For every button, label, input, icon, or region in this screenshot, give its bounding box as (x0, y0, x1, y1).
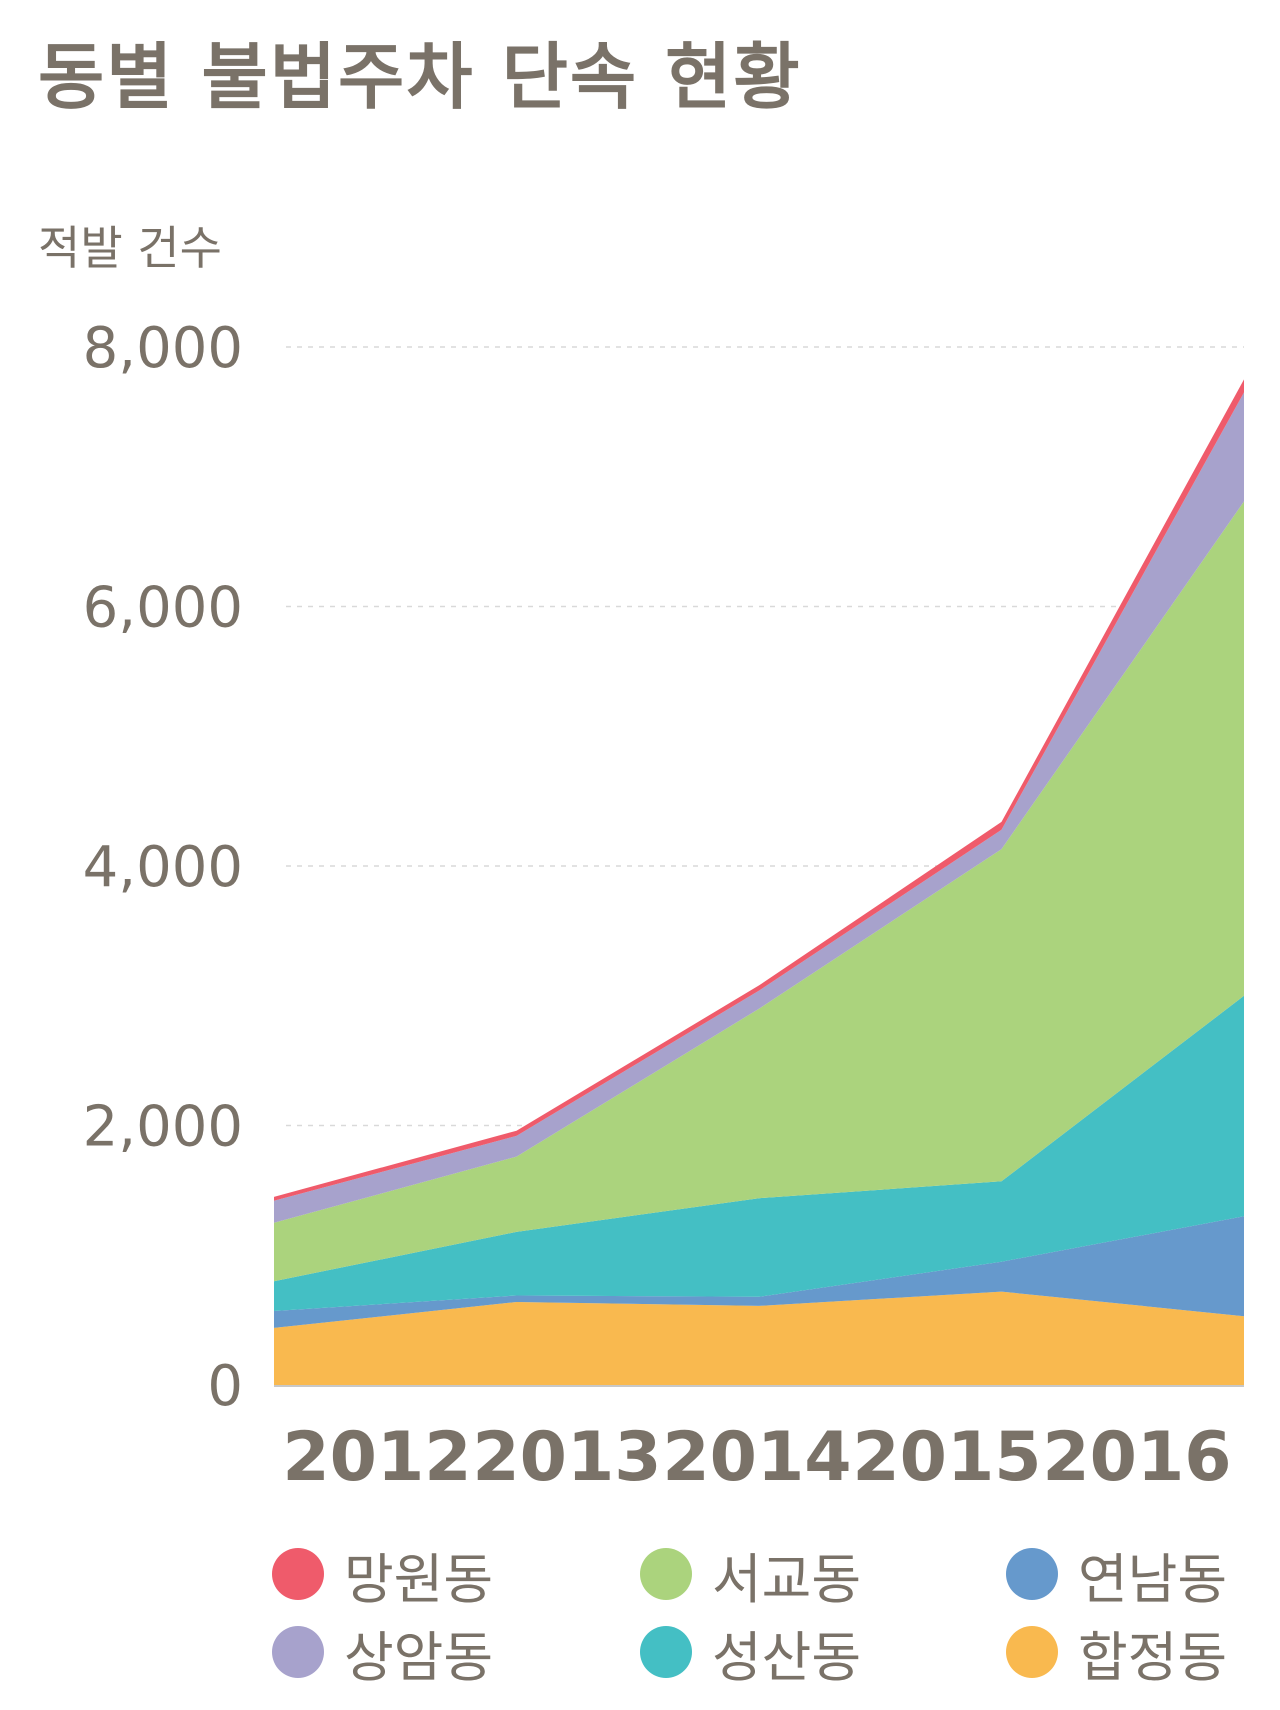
x-tick-label: 2012 (282, 1418, 471, 1497)
x-tick-label: 2015 (852, 1418, 1041, 1497)
y-tick-label: 0 (207, 1354, 243, 1419)
legend-label: 합정동 (1078, 1625, 1228, 1689)
x-tick-label: 2016 (1042, 1418, 1231, 1497)
y-tick-label: 2,000 (83, 1095, 243, 1160)
legend-item: 상암동 (272, 1616, 493, 1689)
x-tick-label: 2013 (472, 1418, 661, 1497)
x-tick-label: 2014 (662, 1418, 851, 1497)
y-tick-label: 4,000 (83, 835, 243, 900)
legend-item: 합정동 (1006, 1616, 1227, 1689)
y-tick-label: 6,000 (83, 576, 243, 641)
legend-label: 서교동 (712, 1547, 862, 1611)
area-series-2 (274, 995, 1244, 1311)
area-series-0 (274, 1291, 1244, 1385)
legend-swatch (640, 1548, 692, 1600)
legend-item: 연남동 (1006, 1538, 1227, 1611)
legend-swatch (1006, 1548, 1058, 1600)
legend-swatch (640, 1626, 692, 1678)
stacked-area-chart: 0 2,000 4,000 6,000 8,000 2012 2013 2014 2015 201… (83, 316, 1244, 1497)
area-series-1 (274, 1216, 1244, 1328)
legend-item: 성산동 (640, 1616, 861, 1689)
y-tick-label: 8,000 (83, 316, 243, 381)
area-series-3 (274, 501, 1244, 1282)
legend-label: 망원동 (344, 1547, 494, 1611)
legend-label: 성산동 (712, 1625, 862, 1689)
legend-swatch (1006, 1626, 1058, 1678)
legend-swatch (272, 1626, 324, 1678)
legend-item: 망원동 (272, 1538, 493, 1611)
legend-label: 상암동 (344, 1625, 494, 1689)
chart-title: 동별 불법주차 단속 현황 (38, 35, 802, 119)
legend-swatch (272, 1548, 324, 1600)
y-axis-label: 적발 건수 (38, 221, 222, 275)
legend-label: 연남동 (1078, 1547, 1228, 1611)
legend-item: 서교동 (640, 1538, 861, 1611)
